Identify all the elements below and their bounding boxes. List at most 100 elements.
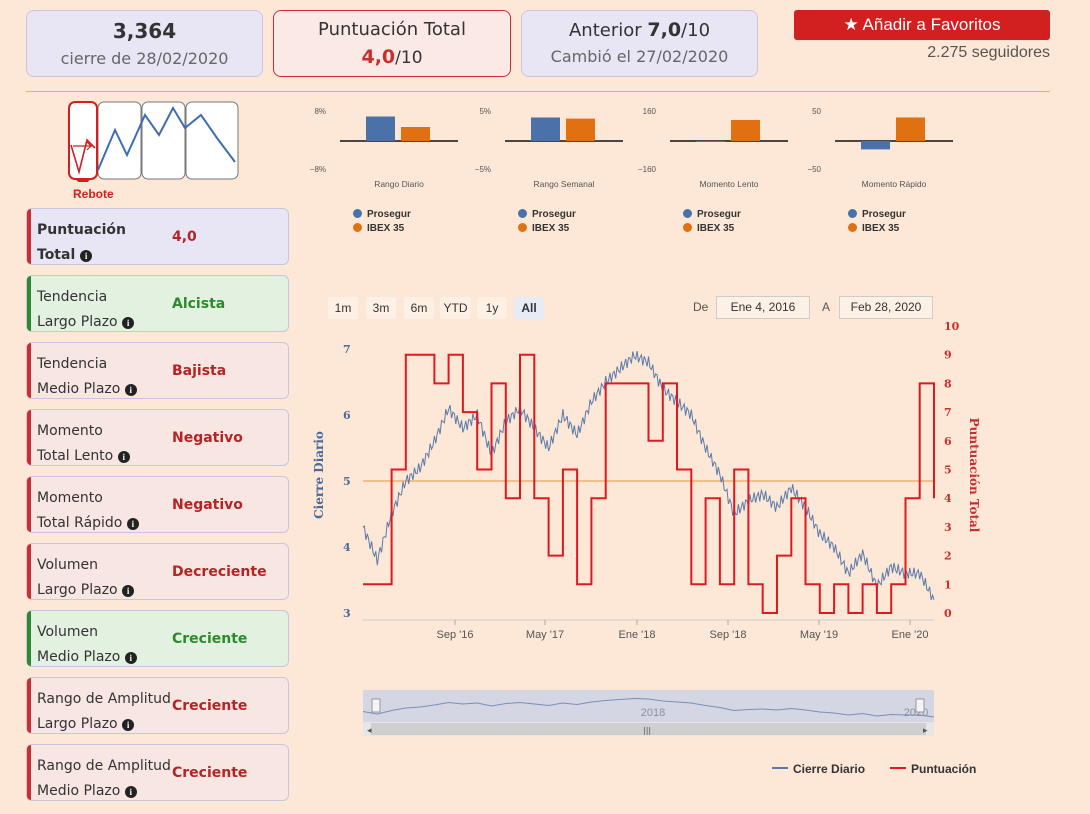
- legend-label: Prosegur: [532, 209, 576, 220]
- add-favorites-button[interactable]: ★ Añadir a Favoritos: [794, 10, 1050, 40]
- legend-label: IBEX 35: [697, 223, 735, 234]
- info-icon[interactable]: i: [80, 250, 93, 262]
- mini-chart-title: Momento Lento: [699, 179, 758, 189]
- y2-tick-label: 8: [944, 377, 952, 390]
- metric-label: Tendencia Medio Plazo i: [37, 352, 187, 402]
- legend-close-label: Cierre Diario: [793, 762, 866, 776]
- y-tick-label: 7: [343, 343, 351, 356]
- info-icon[interactable]: i: [126, 518, 139, 530]
- metric-card[interactable]: Tendencia Largo Plazo i Alcista: [26, 275, 289, 332]
- mini-chart-legend: Prosegur IBEX 35: [683, 208, 741, 236]
- add-favorites-label: Añadir a Favoritos: [862, 15, 1001, 34]
- metric-card[interactable]: Rango de Amplitud Largo Plazo i Creciente: [26, 677, 289, 734]
- metric-card[interactable]: Puntuación Total i 4,0: [26, 208, 289, 265]
- navigator-scrollbar-thumb[interactable]: [371, 723, 926, 735]
- metric-label-line1: Puntuación: [37, 222, 126, 238]
- star-icon: ★: [843, 15, 859, 34]
- metric-value: Decreciente: [172, 564, 267, 580]
- range-button[interactable]: 6m: [404, 297, 434, 319]
- info-icon[interactable]: i: [122, 585, 135, 597]
- legend-close[interactable]: Cierre Diario: [772, 762, 865, 776]
- metric-label-line1: Tendencia: [37, 289, 108, 305]
- range-button[interactable]: All: [514, 297, 544, 319]
- pattern-thumbnail[interactable]: [67, 100, 242, 182]
- mini-chart: 8% −8% Rango Diario: [310, 107, 458, 189]
- price-card: 3,364 cierre de 28/02/2020: [26, 10, 263, 77]
- mini-chart-legend: Prosegur IBEX 35: [518, 208, 576, 236]
- legend-item-ibex[interactable]: IBEX 35: [353, 222, 411, 236]
- range-button[interactable]: YTD: [440, 297, 471, 319]
- range-button[interactable]: 1m: [328, 297, 358, 319]
- info-icon[interactable]: i: [122, 317, 135, 329]
- y2-tick-label: 4: [944, 492, 952, 505]
- metric-label-line1: Tendencia: [37, 356, 108, 372]
- legend-item-prosegur[interactable]: Prosegur: [848, 208, 906, 222]
- metric-status-bar: [27, 276, 31, 331]
- y-tick-top: 5%: [479, 107, 491, 116]
- mini-chart: 50 −50 Momento Rápido: [807, 107, 953, 189]
- legend-score[interactable]: Puntuación: [890, 762, 976, 776]
- x-tick-label: Sep '16: [437, 629, 474, 641]
- legend-item-prosegur[interactable]: Prosegur: [353, 208, 411, 222]
- legend-item-ibex[interactable]: IBEX 35: [518, 222, 576, 236]
- metric-card[interactable]: Volumen Medio Plazo i Creciente: [26, 610, 289, 667]
- bar-ibex-35: [401, 127, 430, 141]
- metric-label: Volumen Largo Plazo i: [37, 553, 187, 603]
- chart-navigator[interactable]: 2018 2020◂ ▸|||: [363, 690, 934, 736]
- navigator-handle-left[interactable]: [371, 698, 381, 713]
- legend-item-ibex[interactable]: IBEX 35: [683, 222, 741, 236]
- scroll-left-icon[interactable]: ◂: [367, 726, 372, 736]
- navigator-handle-right[interactable]: [915, 698, 925, 713]
- metric-card[interactable]: Momento Total Rápido i Negativo: [26, 476, 289, 533]
- legend-dot: [683, 209, 692, 218]
- legend-dot: [683, 223, 692, 232]
- metric-status-bar: [27, 611, 31, 666]
- metric-card[interactable]: Tendencia Medio Plazo i Bajista: [26, 342, 289, 399]
- y2-tick-label: 6: [944, 435, 952, 448]
- metric-value: Alcista: [172, 296, 226, 312]
- from-label: De: [693, 300, 709, 314]
- scroll-grip-icon[interactable]: |||: [643, 726, 651, 735]
- metric-label-line2: Largo Plazo: [37, 582, 118, 598]
- metric-label-line2: Medio Plazo: [37, 783, 121, 799]
- mini-chart-title: Momento Rápido: [862, 179, 927, 189]
- metric-card[interactable]: Momento Total Lento i Negativo: [26, 409, 289, 466]
- info-icon[interactable]: i: [124, 384, 137, 396]
- range-button[interactable]: 3m: [366, 297, 396, 319]
- metric-label-line1: Volumen: [37, 557, 98, 573]
- info-icon[interactable]: i: [124, 652, 137, 664]
- metric-card[interactable]: Volumen Largo Plazo i Decreciente: [26, 543, 289, 600]
- metric-card[interactable]: Rango de Amplitud Medio Plazo i Creciente: [26, 744, 289, 801]
- from-date-input[interactable]: Ene 4, 2016: [716, 296, 810, 319]
- score-value: 4,0: [361, 46, 396, 68]
- info-icon[interactable]: i: [122, 719, 135, 731]
- bar-prosegur: [861, 141, 890, 150]
- mini-chart-legend: Prosegur IBEX 35: [353, 208, 411, 236]
- divider: [26, 91, 1050, 92]
- to-date-input[interactable]: Feb 28, 2020: [839, 296, 933, 319]
- scroll-right-icon[interactable]: ▸: [923, 726, 928, 736]
- info-icon[interactable]: i: [117, 451, 130, 463]
- metric-label: Momento Total Lento i: [37, 419, 187, 469]
- to-label: A: [822, 300, 831, 314]
- info-icon[interactable]: i: [124, 786, 137, 798]
- legend-item-prosegur[interactable]: Prosegur: [518, 208, 576, 222]
- mini-chart: 5% −5% Rango Semanal: [475, 107, 623, 189]
- legend-label: Prosegur: [697, 209, 741, 220]
- metric-label: Rango de Amplitud Medio Plazo i: [37, 754, 187, 804]
- legend-item-ibex[interactable]: IBEX 35: [848, 222, 906, 236]
- metric-label-line2: Total Lento: [37, 448, 114, 464]
- metric-value: Negativo: [172, 430, 243, 446]
- previous-score: 7,0: [647, 19, 682, 41]
- metric-value: Bajista: [172, 363, 227, 379]
- navigator-mask: [363, 690, 934, 722]
- metric-label-line1: Momento: [37, 423, 103, 439]
- y-tick-bottom: −160: [638, 165, 657, 174]
- range-button[interactable]: 1y: [477, 297, 507, 319]
- y-tick-label: 4: [343, 541, 351, 554]
- metric-label-line2: Medio Plazo: [37, 381, 121, 397]
- metric-status-bar: [27, 544, 31, 599]
- previous-label: Anterior: [568, 20, 642, 41]
- legend-item-prosegur[interactable]: Prosegur: [683, 208, 741, 222]
- y2-tick-label: 0: [944, 607, 952, 620]
